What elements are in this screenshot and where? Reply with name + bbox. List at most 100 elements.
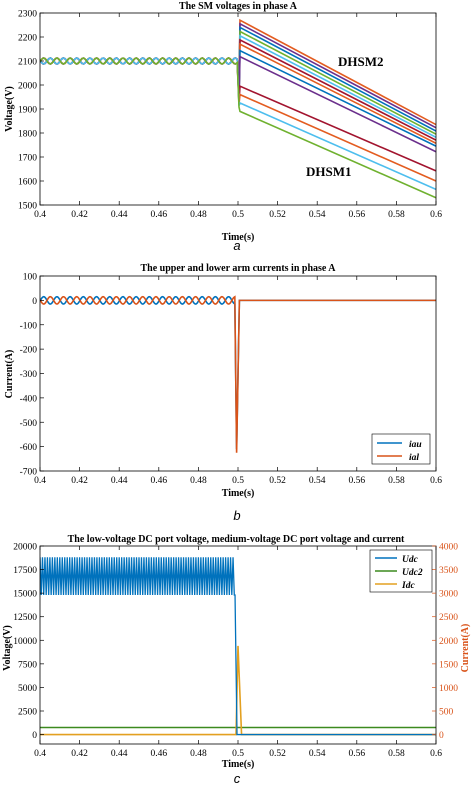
panel-a: The SM voltages in phase A 0.4 0.42 0.44 0.… [4,1,442,253]
panel-b-legend: iau ial [371,433,431,465]
legend-udc-label: Udc [402,555,419,565]
panel-c-title: The low-voltage DC port voltage, medium-… [68,534,405,545]
y-tick-label: -700 [20,468,38,478]
panel-b-legend-box [371,433,431,465]
x-tick-label: 0.46 [150,210,167,220]
x-tick-label: 0.44 [111,749,128,759]
x-tick-label: 0.5 [232,476,244,486]
y-right-tick-label: 500 [439,708,454,718]
series-line-Idc [40,645,436,736]
y-right-tick-label: 3000 [439,590,458,600]
x-tick-label: 0.52 [269,210,286,220]
y-tick-label: 1700 [18,154,37,164]
panel-b: The upper and lower arm currents in phas… [4,263,442,523]
panel-b-caption: b [233,508,240,523]
panel-c-caption: c [234,771,241,785]
x-tick-label: 0.56 [348,476,365,486]
panel-b-xlabel: Time(s) [222,488,255,499]
x-tick-label: 0.52 [269,749,286,759]
x-tick-label: 0.4 [34,476,46,486]
y-tick-label: 1900 [18,106,37,116]
panel-a-title: The SM voltages in phase A [179,1,298,12]
y-tick-label: 20000 [13,543,37,553]
annotation-dhsm1: DHSM1 [306,164,352,179]
y-tick-label: 2000 [18,82,37,92]
series-line-ial [40,295,436,453]
y-tick-label: -300 [20,370,38,380]
y-tick-label: 0 [32,731,37,741]
panel-c-legend: Udc Udc2 Idc [369,549,433,593]
panel-c-xlabel: Time(s) [222,759,255,770]
x-tick-label: 0.42 [71,210,88,220]
y-tick-label: -500 [20,419,38,429]
x-tick-label: 0.48 [190,210,207,220]
y-tick-label: 1600 [18,178,37,188]
y-tick-label: 100 [23,273,38,283]
series-line-dhsm1-12 [40,57,436,199]
y-tick-label: 17500 [13,566,37,576]
x-tick-label: 0.46 [150,749,167,759]
y-tick-label: 5000 [18,684,37,694]
y-tick-label: 12500 [13,613,37,623]
legend-udc2-label: Udc2 [402,568,423,578]
x-tick-label: 0.58 [388,476,405,486]
y-right-tick-label: 2500 [439,613,458,623]
panel-c-ylabel-right: Current(A) [460,624,471,673]
y-right-tick-label: 3500 [439,566,458,576]
y-tick-label: -600 [20,443,38,453]
panel-a-plot-area [40,18,436,199]
y-tick-label: 7500 [18,660,37,670]
series-line-iau [40,295,436,450]
x-tick-label: 0.42 [71,476,88,486]
annotation-dhsm2: DHSM2 [338,54,384,69]
y-tick-label: -400 [20,394,38,404]
legend-ial-label: ial [409,453,419,463]
legend-iau-label: iau [409,440,422,450]
y-tick-label: -100 [20,321,38,331]
x-tick-label: 0.48 [190,476,207,486]
panel-c-ylabel-left: Voltage(V) [2,625,13,671]
y-tick-label: 0 [32,297,37,307]
panel-b-plot-area [40,295,436,453]
x-tick-label: 0.54 [309,476,326,486]
y-tick-label: 2300 [18,10,37,20]
y-tick-label: 2100 [18,58,37,68]
x-tick-label: 0.4 [34,210,46,220]
panel-a-xlabel: Time(s) [222,232,255,243]
y-tick-label: 2500 [18,708,37,718]
y-right-tick-label: 2000 [439,637,458,647]
x-tick-label: 0.44 [111,210,128,220]
legend-idc-label: Idc [401,581,415,591]
x-tick-label: 0.5 [232,749,244,759]
x-tick-label: 0.6 [430,210,442,220]
x-tick-label: 0.56 [348,210,365,220]
x-tick-label: 0.54 [309,749,326,759]
y-tick-label: 15000 [13,590,37,600]
x-tick-label: 0.56 [348,749,365,759]
x-tick-label: 0.6 [430,476,442,486]
y-tick-label: 10000 [13,637,37,647]
x-tick-label: 0.58 [388,210,405,220]
x-tick-label: 0.42 [71,749,88,759]
x-tick-label: 0.4 [34,749,46,759]
y-tick-label: 1500 [18,202,37,212]
y-tick-label: -200 [20,346,38,356]
x-tick-label: 0.46 [150,476,167,486]
x-tick-label: 0.54 [309,210,326,220]
y-right-tick-label: 0 [439,731,444,741]
series-line-Udc [40,557,436,736]
x-tick-label: 0.58 [388,749,405,759]
x-tick-label: 0.6 [430,749,442,759]
y-right-tick-label: 4000 [439,543,458,553]
y-tick-label: 2200 [18,34,37,44]
panel-b-title: The upper and lower arm currents in phas… [140,263,336,274]
panel-c-plot-area [40,557,436,736]
x-tick-label: 0.48 [190,749,207,759]
y-right-tick-label: 1500 [439,660,458,670]
panel-a-ylabel: Voltage(V) [4,86,15,132]
y-right-tick-label: 1000 [439,684,458,694]
y-tick-label: 1800 [18,130,37,140]
x-tick-label: 0.44 [111,476,128,486]
panel-c: The low-voltage DC port voltage, medium-… [2,534,471,785]
